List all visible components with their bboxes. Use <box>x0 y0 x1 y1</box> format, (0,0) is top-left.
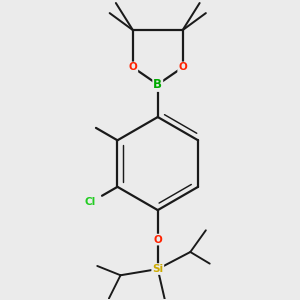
Text: B: B <box>153 78 162 91</box>
Text: O: O <box>153 235 162 244</box>
Text: O: O <box>129 62 137 72</box>
Text: Si: Si <box>152 264 163 274</box>
Text: Cl: Cl <box>85 197 96 207</box>
Text: O: O <box>178 62 187 72</box>
